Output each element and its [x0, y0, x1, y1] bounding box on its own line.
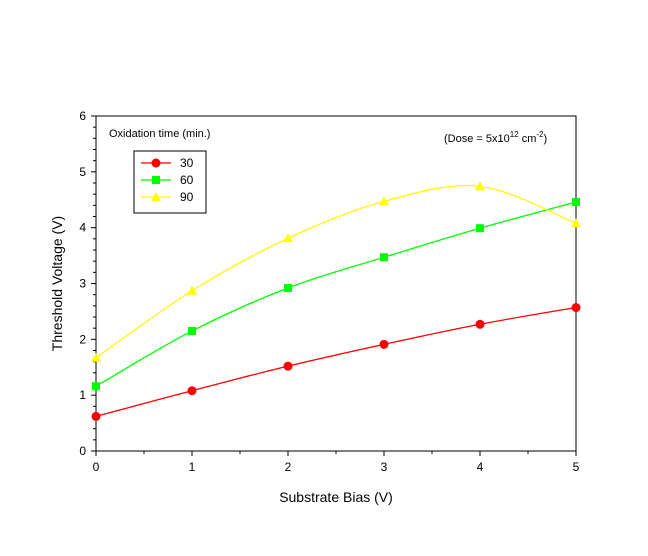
- y-tick-label: 6: [79, 109, 86, 123]
- legend-entries: 30 60 90: [141, 156, 194, 204]
- dose-exponent: 12: [510, 130, 519, 139]
- y-tick-label: 2: [79, 332, 86, 346]
- y-tick-label: 5: [79, 165, 86, 179]
- legend-label: 90: [180, 190, 194, 204]
- dose-prefix: (Dose = 5x10: [444, 133, 510, 145]
- data-point-30: [187, 386, 197, 396]
- series-60: [92, 197, 580, 391]
- y-tick-label: 1: [79, 388, 86, 402]
- data-point-90: [475, 181, 485, 191]
- data-point-30: [91, 411, 101, 421]
- series-line-90: [95, 185, 577, 359]
- legend-entry-60: 60: [141, 173, 194, 187]
- data-point-90: [379, 196, 389, 206]
- legend-label: 60: [180, 173, 194, 187]
- plot-frame: [95, 115, 577, 452]
- x-tick-label: 3: [381, 460, 388, 474]
- data-point-90: [91, 352, 101, 362]
- dose-unit-exponent: -2: [536, 130, 544, 139]
- legend-swatch-marker: [151, 158, 161, 168]
- y-axis-title: Threshold Voltage (V): [49, 216, 65, 351]
- data-point-60: [284, 283, 292, 292]
- x-tick-label: 5: [573, 460, 580, 474]
- x-tick-label: 2: [285, 460, 292, 474]
- legend-swatch-marker: [151, 192, 161, 201]
- data-point-60: [572, 197, 580, 206]
- legend-title: Oxidation time (min.): [109, 128, 210, 140]
- legend-swatch-marker: [152, 176, 160, 184]
- data-point-60: [92, 382, 100, 391]
- x-tick-label: 0: [93, 460, 100, 474]
- data-point-30: [379, 339, 389, 349]
- dose-suffix: ): [544, 133, 548, 145]
- series-90: [91, 181, 581, 362]
- data-point-60: [476, 224, 484, 233]
- legend-entry-90: 90: [141, 190, 194, 204]
- data-point-30: [475, 319, 485, 329]
- y-tick-label: 0: [79, 444, 86, 458]
- data-point-60: [188, 326, 196, 335]
- data-point-60: [380, 253, 388, 262]
- series-30: [91, 303, 581, 421]
- legend-entry-30: 30: [141, 156, 194, 170]
- x-axis-title: Substrate Bias (V): [279, 489, 393, 505]
- series-layer: [91, 181, 581, 421]
- data-point-90: [571, 218, 581, 228]
- legend-label: 30: [180, 156, 194, 170]
- dose-annotation: (Dose = 5x1012 cm-2): [444, 130, 547, 145]
- data-point-30: [283, 361, 293, 371]
- y-tick-label: 4: [79, 221, 86, 235]
- dose-unit: cm: [519, 133, 537, 145]
- x-tick-label: 4: [477, 460, 484, 474]
- data-point-90: [283, 233, 293, 243]
- series-line-60: [95, 201, 577, 387]
- x-tick-label: 1: [189, 460, 196, 474]
- legend-box: [133, 150, 207, 214]
- data-point-30: [571, 303, 581, 313]
- series-line-30: [95, 306, 577, 418]
- data-point-90: [187, 285, 197, 295]
- y-tick-label: 3: [79, 277, 86, 291]
